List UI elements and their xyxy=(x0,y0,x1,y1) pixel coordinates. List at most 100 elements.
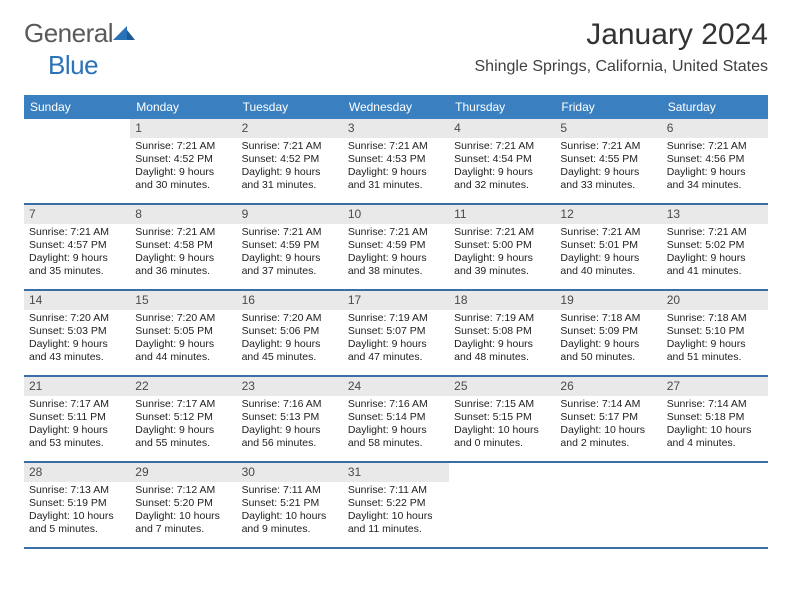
day-number: 27 xyxy=(662,377,768,396)
day-dl2: and 31 minutes. xyxy=(242,179,338,192)
day-sunset: Sunset: 5:06 PM xyxy=(242,325,338,338)
day-dl2: and 40 minutes. xyxy=(560,265,656,278)
day-sunset: Sunset: 4:58 PM xyxy=(135,239,231,252)
day-sunrise: Sunrise: 7:13 AM xyxy=(29,484,125,497)
day-body: Sunrise: 7:12 AMSunset: 5:20 PMDaylight:… xyxy=(130,482,236,543)
day-cell: 13Sunrise: 7:21 AMSunset: 5:02 PMDayligh… xyxy=(662,205,768,291)
day-sunset: Sunset: 4:53 PM xyxy=(348,153,444,166)
empty-cell xyxy=(555,463,661,549)
day-cell: 23Sunrise: 7:16 AMSunset: 5:13 PMDayligh… xyxy=(237,377,343,463)
day-dl1: Daylight: 9 hours xyxy=(348,338,444,351)
day-sunset: Sunset: 5:19 PM xyxy=(29,497,125,510)
day-dl1: Daylight: 9 hours xyxy=(242,338,338,351)
day-dl1: Daylight: 10 hours xyxy=(135,510,231,523)
page: General January 2024 Shingle Springs, Ca… xyxy=(0,0,792,549)
day-dl2: and 41 minutes. xyxy=(667,265,763,278)
day-body: Sunrise: 7:17 AMSunset: 5:12 PMDaylight:… xyxy=(130,396,236,457)
day-number: 7 xyxy=(24,205,130,224)
day-number: 29 xyxy=(130,463,236,482)
day-body: Sunrise: 7:21 AMSunset: 4:58 PMDaylight:… xyxy=(130,224,236,285)
day-sunset: Sunset: 5:09 PM xyxy=(560,325,656,338)
day-cell: 25Sunrise: 7:15 AMSunset: 5:15 PMDayligh… xyxy=(449,377,555,463)
day-number: 8 xyxy=(130,205,236,224)
day-header: Thursday xyxy=(449,96,555,119)
day-dl1: Daylight: 9 hours xyxy=(560,166,656,179)
day-sunrise: Sunrise: 7:21 AM xyxy=(29,226,125,239)
day-dl1: Daylight: 10 hours xyxy=(560,424,656,437)
day-sunrise: Sunrise: 7:16 AM xyxy=(242,398,338,411)
day-body: Sunrise: 7:11 AMSunset: 5:22 PMDaylight:… xyxy=(343,482,449,543)
day-number: 3 xyxy=(343,119,449,138)
day-number: 10 xyxy=(343,205,449,224)
day-body: Sunrise: 7:18 AMSunset: 5:10 PMDaylight:… xyxy=(662,310,768,371)
day-header: Wednesday xyxy=(343,96,449,119)
day-cell: 7Sunrise: 7:21 AMSunset: 4:57 PMDaylight… xyxy=(24,205,130,291)
day-sunrise: Sunrise: 7:21 AM xyxy=(348,226,444,239)
day-number: 17 xyxy=(343,291,449,310)
day-dl1: Daylight: 9 hours xyxy=(667,166,763,179)
day-sunrise: Sunrise: 7:16 AM xyxy=(348,398,444,411)
day-sunrise: Sunrise: 7:21 AM xyxy=(667,140,763,153)
day-cell: 22Sunrise: 7:17 AMSunset: 5:12 PMDayligh… xyxy=(130,377,236,463)
day-body: Sunrise: 7:21 AMSunset: 5:00 PMDaylight:… xyxy=(449,224,555,285)
day-dl2: and 33 minutes. xyxy=(560,179,656,192)
day-dl2: and 51 minutes. xyxy=(667,351,763,364)
day-sunset: Sunset: 5:07 PM xyxy=(348,325,444,338)
day-dl1: Daylight: 9 hours xyxy=(348,166,444,179)
day-sunset: Sunset: 4:59 PM xyxy=(242,239,338,252)
day-sunset: Sunset: 5:18 PM xyxy=(667,411,763,424)
day-sunrise: Sunrise: 7:11 AM xyxy=(348,484,444,497)
page-subtitle: Shingle Springs, California, United Stat… xyxy=(475,58,769,76)
day-dl2: and 4 minutes. xyxy=(667,437,763,450)
day-cell: 2Sunrise: 7:21 AMSunset: 4:52 PMDaylight… xyxy=(237,119,343,205)
day-sunrise: Sunrise: 7:20 AM xyxy=(242,312,338,325)
day-dl2: and 7 minutes. xyxy=(135,523,231,536)
day-cell: 19Sunrise: 7:18 AMSunset: 5:09 PMDayligh… xyxy=(555,291,661,377)
day-body: Sunrise: 7:19 AMSunset: 5:08 PMDaylight:… xyxy=(449,310,555,371)
day-cell: 18Sunrise: 7:19 AMSunset: 5:08 PMDayligh… xyxy=(449,291,555,377)
day-sunrise: Sunrise: 7:21 AM xyxy=(135,226,231,239)
day-number: 1 xyxy=(130,119,236,138)
day-sunrise: Sunrise: 7:19 AM xyxy=(454,312,550,325)
day-sunrise: Sunrise: 7:17 AM xyxy=(29,398,125,411)
day-number: 5 xyxy=(555,119,661,138)
day-cell: 29Sunrise: 7:12 AMSunset: 5:20 PMDayligh… xyxy=(130,463,236,549)
day-dl2: and 2 minutes. xyxy=(560,437,656,450)
day-dl1: Daylight: 9 hours xyxy=(667,338,763,351)
day-body: Sunrise: 7:14 AMSunset: 5:18 PMDaylight:… xyxy=(662,396,768,457)
day-dl1: Daylight: 9 hours xyxy=(454,252,550,265)
day-dl2: and 47 minutes. xyxy=(348,351,444,364)
logo-triangle-icon xyxy=(113,24,135,47)
day-sunset: Sunset: 5:03 PM xyxy=(29,325,125,338)
day-sunrise: Sunrise: 7:18 AM xyxy=(667,312,763,325)
day-dl1: Daylight: 9 hours xyxy=(135,424,231,437)
day-cell: 26Sunrise: 7:14 AMSunset: 5:17 PMDayligh… xyxy=(555,377,661,463)
day-number: 9 xyxy=(237,205,343,224)
day-dl2: and 48 minutes. xyxy=(454,351,550,364)
day-number: 2 xyxy=(237,119,343,138)
day-body: Sunrise: 7:16 AMSunset: 5:13 PMDaylight:… xyxy=(237,396,343,457)
day-dl2: and 58 minutes. xyxy=(348,437,444,450)
day-cell: 5Sunrise: 7:21 AMSunset: 4:55 PMDaylight… xyxy=(555,119,661,205)
day-sunset: Sunset: 5:21 PM xyxy=(242,497,338,510)
day-cell: 11Sunrise: 7:21 AMSunset: 5:00 PMDayligh… xyxy=(449,205,555,291)
day-sunset: Sunset: 5:12 PM xyxy=(135,411,231,424)
day-dl1: Daylight: 10 hours xyxy=(29,510,125,523)
day-sunset: Sunset: 5:11 PM xyxy=(29,411,125,424)
day-sunrise: Sunrise: 7:21 AM xyxy=(242,226,338,239)
day-cell: 21Sunrise: 7:17 AMSunset: 5:11 PMDayligh… xyxy=(24,377,130,463)
day-sunset: Sunset: 5:08 PM xyxy=(454,325,550,338)
day-number: 14 xyxy=(24,291,130,310)
day-dl1: Daylight: 9 hours xyxy=(29,424,125,437)
day-sunrise: Sunrise: 7:14 AM xyxy=(667,398,763,411)
day-dl1: Daylight: 9 hours xyxy=(242,166,338,179)
day-cell: 1Sunrise: 7:21 AMSunset: 4:52 PMDaylight… xyxy=(130,119,236,205)
day-cell: 9Sunrise: 7:21 AMSunset: 4:59 PMDaylight… xyxy=(237,205,343,291)
day-body: Sunrise: 7:13 AMSunset: 5:19 PMDaylight:… xyxy=(24,482,130,543)
day-body: Sunrise: 7:21 AMSunset: 5:02 PMDaylight:… xyxy=(662,224,768,285)
day-dl2: and 38 minutes. xyxy=(348,265,444,278)
day-number: 25 xyxy=(449,377,555,396)
day-sunset: Sunset: 4:52 PM xyxy=(135,153,231,166)
day-cell: 28Sunrise: 7:13 AMSunset: 5:19 PMDayligh… xyxy=(24,463,130,549)
day-sunrise: Sunrise: 7:15 AM xyxy=(454,398,550,411)
